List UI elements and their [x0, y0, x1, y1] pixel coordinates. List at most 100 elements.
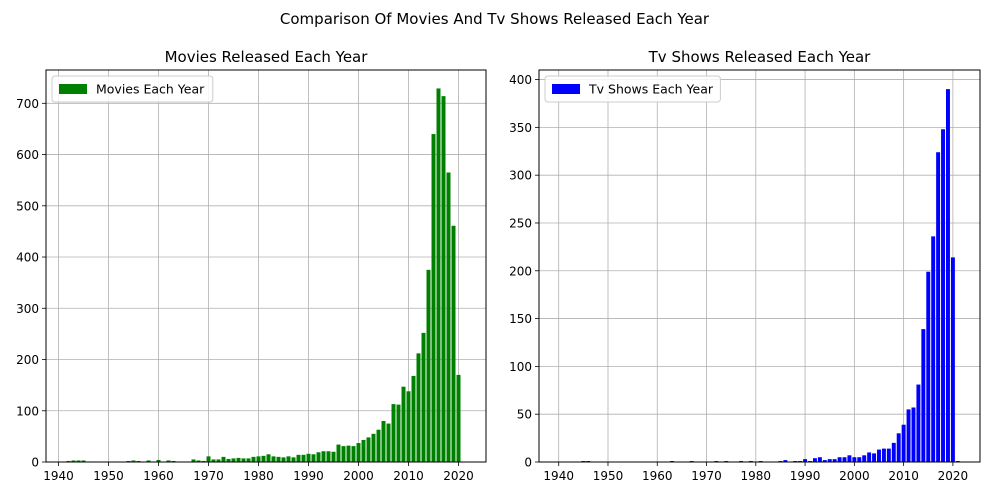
- movies-bar: [386, 423, 391, 462]
- movies-bar: [266, 454, 271, 462]
- movies-bar: [76, 460, 81, 462]
- movies-bar: [261, 455, 266, 462]
- movies-bar: [131, 460, 136, 462]
- movies-ytick-label: 600: [16, 148, 39, 162]
- movies-chart-title: Movies Released Each Year: [165, 48, 369, 66]
- movies-bar: [206, 456, 211, 462]
- tv-shows-chart: Tv Shows Released Each Year 1940 1950 1960…: [509, 48, 981, 483]
- movies-bar: [366, 437, 371, 462]
- tv-shows-chart-title: Tv Shows Released Each Year: [648, 48, 872, 66]
- tv-shows-bar: [783, 460, 788, 462]
- movies-xtick-label: 1950: [93, 469, 124, 483]
- movies-bar: [126, 460, 131, 462]
- tv-shows-bar: [906, 409, 911, 462]
- movies-bar: [81, 460, 86, 462]
- movies-bar: [351, 446, 356, 462]
- movies-bar: [436, 88, 441, 463]
- tv-shows-xtick-label: 2010: [888, 469, 919, 483]
- movies-ytick-label: 500: [16, 199, 39, 213]
- movies-bar: [66, 460, 71, 462]
- tv-shows-bar: [896, 433, 901, 462]
- movies-bar: [241, 458, 246, 462]
- movies-bar: [441, 96, 446, 462]
- movies-bar: [451, 225, 456, 462]
- movies-bar: [316, 452, 321, 462]
- tv-shows-legend-label: Tv Shows Each Year: [588, 82, 714, 97]
- movies-bar: [256, 456, 261, 462]
- tv-shows-bar: [881, 448, 886, 462]
- tv-shows-bar: [891, 442, 896, 462]
- movies-bar: [406, 391, 411, 462]
- tv-shows-bar: [837, 457, 842, 462]
- movies-bar: [326, 451, 331, 462]
- tv-shows-bar: [827, 459, 832, 462]
- movies-ytick-label: 0: [31, 456, 39, 470]
- tv-shows-bar: [832, 459, 837, 462]
- tv-shows-ytick-label: 300: [509, 169, 532, 183]
- movies-legend-box: [51, 75, 214, 103]
- movies-bar: [196, 460, 201, 462]
- movies-ytick-label: 200: [16, 353, 39, 367]
- movies-bar: [336, 444, 341, 462]
- movies-xtick-label: 1960: [143, 469, 174, 483]
- movies-bar: [416, 353, 421, 462]
- tv-shows-ytick-label: 250: [509, 216, 532, 230]
- tv-shows-ytick-label: 400: [509, 73, 532, 87]
- tv-shows-bar: [926, 271, 931, 462]
- tv-shows-ytick-label: 100: [509, 360, 532, 374]
- tv-shows-bar: [886, 448, 891, 462]
- movies-xtick-label: 2000: [343, 469, 374, 483]
- movies-bar: [346, 445, 351, 462]
- tv-shows-ytick-label: 200: [509, 264, 532, 278]
- tv-shows-xtick-label: 2000: [839, 469, 870, 483]
- tv-shows-axes-frame: [538, 69, 981, 463]
- movies-ytick-label: 100: [16, 404, 39, 418]
- movies-bar: [456, 374, 461, 462]
- movies-xtick-label: 2010: [393, 469, 424, 483]
- movies-bar: [371, 433, 376, 462]
- movies-bar: [211, 459, 216, 462]
- tv-shows-xtick-label: 1990: [790, 469, 821, 483]
- tv-shows-bar: [931, 236, 936, 462]
- tv-shows-xtick-label: 1960: [642, 469, 673, 483]
- movies-bar: [446, 172, 451, 463]
- movies-bar: [321, 451, 326, 462]
- tv-shows-bar: [812, 458, 817, 462]
- movies-bar: [191, 459, 196, 462]
- tv-shows-bar: [872, 453, 877, 462]
- movies-legend: Movies Each Year: [51, 75, 214, 103]
- movies-bar: [166, 460, 171, 462]
- movies-xtick-label: 1940: [43, 469, 74, 483]
- tv-shows-bar: [852, 457, 857, 462]
- movies-bar: [226, 458, 231, 462]
- movies-bar: [361, 439, 366, 462]
- movies-bar: [431, 134, 436, 462]
- movies-bar: [136, 460, 141, 462]
- tv-shows-bar: [901, 424, 906, 462]
- movies-chart: Movies Released Each Year 1940 1950 1960 19…: [16, 48, 487, 483]
- tv-shows-legend-box: [544, 75, 721, 103]
- movies-bar: [286, 456, 291, 462]
- tv-shows-bar: [803, 459, 808, 462]
- tv-shows-bar: [916, 384, 921, 462]
- movies-bar: [296, 454, 301, 462]
- movies-bar: [276, 456, 281, 462]
- movies-legend-label: Movies Each Year: [96, 82, 205, 97]
- tv-shows-ytick-label: 350: [509, 121, 532, 135]
- movies-bar: [311, 454, 316, 462]
- tv-shows-bar: [817, 457, 822, 462]
- tv-shows-xtick-label: 1940: [543, 469, 574, 483]
- movies-ytick-label: 700: [16, 97, 39, 111]
- movies-bar: [231, 458, 236, 462]
- movies-bar: [376, 429, 381, 462]
- movies-bar: [236, 457, 241, 462]
- movies-bar: [221, 456, 226, 462]
- movies-bar: [426, 269, 431, 462]
- movies-bar: [171, 460, 176, 462]
- tv-shows-bar: [950, 257, 955, 462]
- movies-xtick-label: 2020: [443, 469, 474, 483]
- movies-bar: [251, 456, 256, 462]
- tv-shows-ytick-label: 150: [509, 312, 532, 326]
- movies-bar: [71, 460, 76, 462]
- movies-bar: [291, 457, 296, 462]
